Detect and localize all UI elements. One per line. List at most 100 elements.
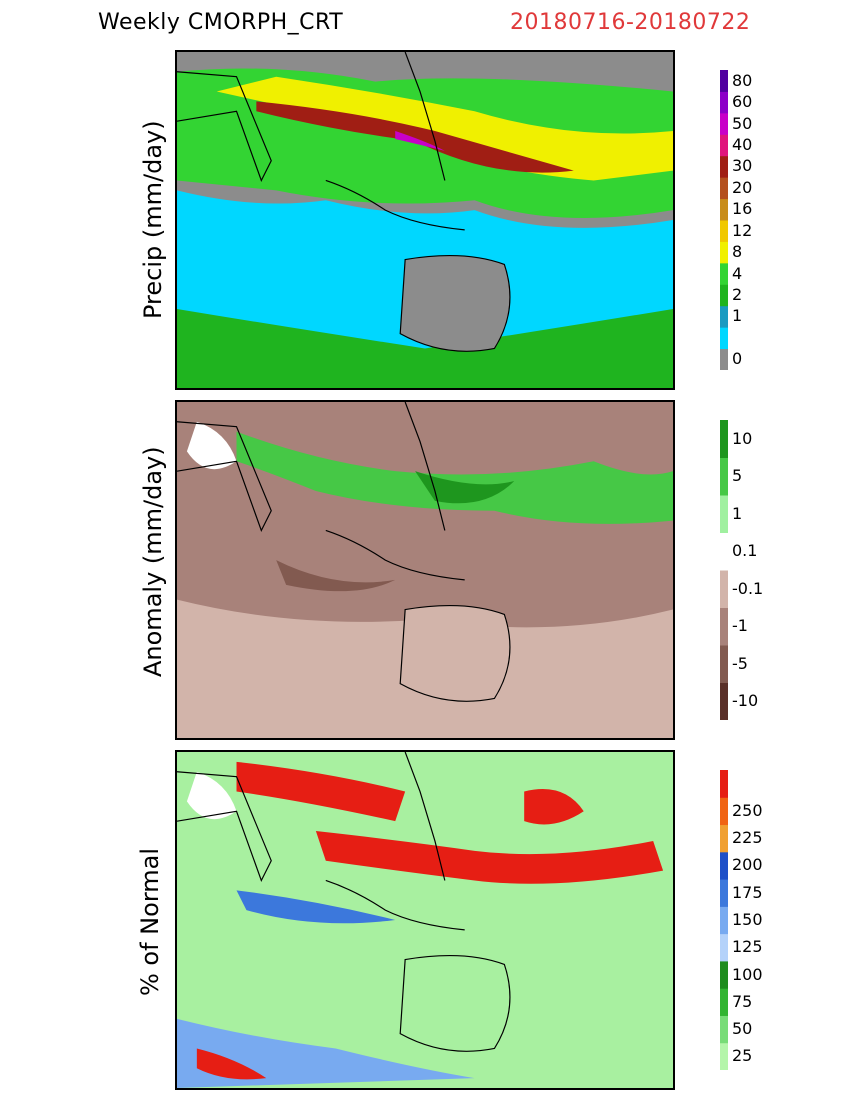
colorbar-bin (720, 1042, 728, 1070)
colorbar-bin (720, 112, 728, 135)
anomaly-colorbar (720, 420, 728, 720)
percent-coastline-asia (404, 752, 446, 881)
colorbar-tick-label: 8 (732, 242, 743, 262)
percent-australia (399, 955, 511, 1052)
colorbar-tick-label: 50 (732, 113, 753, 133)
precip-map (175, 50, 675, 390)
colorbar-tick-label: 1 (732, 503, 743, 523)
colorbar-bin (720, 960, 728, 989)
colorbar-bin (720, 198, 728, 221)
anomaly-neutral-region (186, 421, 237, 470)
colorbar-tick-label: 0 (732, 349, 743, 369)
colorbar-bin (720, 851, 728, 880)
anomaly-australia (399, 605, 511, 702)
colorbar-bin (720, 305, 728, 328)
figure-title: Weekly CMORPH_CRT (98, 10, 344, 35)
precip-coastline-india (177, 71, 272, 182)
colorbar-tick-label: 16 (732, 199, 753, 219)
colorbar-tick-label: 250 (732, 800, 763, 820)
colorbar-bin (720, 327, 728, 350)
percent-high-north (236, 761, 406, 822)
colorbar-tick-label: 125 (732, 937, 763, 957)
colorbar-bin (720, 495, 728, 533)
colorbar-tick-label: 175 (732, 882, 763, 902)
anomaly-map (175, 400, 675, 740)
colorbar-tick-label: 5 (732, 466, 743, 486)
precip-coastline-asia (404, 52, 446, 181)
colorbar-bin (720, 879, 728, 907)
colorbar-bin (720, 241, 728, 264)
anomaly-coastline-asia (404, 402, 446, 531)
colorbar-bin (720, 91, 728, 114)
colorbar-bin (720, 134, 728, 157)
percent-high-pacific (524, 789, 584, 825)
colorbar-tick-label: 40 (732, 135, 753, 154)
colorbar-tick-label: 20 (732, 177, 753, 197)
anomaly-ylabel: Anomaly (mm/day) (139, 446, 167, 677)
precip-coastline-indonesia (325, 179, 465, 231)
colorbar-bin (720, 284, 728, 307)
precip-ylabel: Precip (mm/day) (139, 120, 167, 319)
colorbar-tick-label: 200 (732, 855, 763, 875)
colorbar-tick-label: -10 (732, 691, 759, 711)
colorbar-bin (720, 607, 728, 646)
colorbar-bin (720, 570, 728, 608)
colorbar-tick-label: -0.1 (732, 578, 764, 598)
percent-no-data (186, 771, 237, 820)
colorbar-bin (720, 70, 728, 92)
colorbar-bin (720, 220, 728, 242)
colorbar-tick-label: 4 (732, 263, 743, 283)
anomaly-map-svg (177, 402, 673, 738)
colorbar-tick-label: 60 (732, 92, 753, 112)
precip-heavy-band (216, 76, 673, 181)
anomaly-coastline-india (177, 421, 272, 532)
percent-colorbar (720, 770, 728, 1070)
percent-map-svg (177, 752, 673, 1088)
anomaly-strong-positive (415, 471, 515, 504)
percent-southern-red (196, 1048, 267, 1080)
colorbar-tick-label: -1 (732, 616, 748, 636)
colorbar-tick-label: 150 (732, 910, 763, 929)
colorbar-bin (720, 1015, 728, 1044)
anomaly-positive-band (236, 431, 673, 524)
anomaly-strong-negative (276, 560, 396, 592)
percent-high-band (315, 831, 664, 884)
colorbar-bin (720, 348, 728, 370)
colorbar-tick-label: 25 (732, 1046, 753, 1066)
colorbar-tick-label: 0.1 (732, 541, 758, 561)
colorbar-bin (720, 645, 728, 683)
colorbar-bin (720, 457, 728, 496)
precip-australia (399, 255, 511, 352)
colorbar-bin (720, 933, 728, 962)
colorbar-tick-label: 1 (732, 306, 743, 326)
precip-extreme-spot (395, 131, 445, 151)
precip-map-svg (177, 52, 673, 388)
colorbar-tick-label: 2 (732, 285, 743, 304)
colorbar-tick-label: 75 (732, 991, 753, 1011)
anomaly-colorbar-svg (720, 420, 728, 720)
colorbar-tick-label: 12 (732, 220, 753, 240)
colorbar-tick-label: 225 (732, 828, 763, 848)
colorbar-tick-label: 80 (732, 70, 753, 90)
precip-core-band (256, 101, 574, 173)
colorbar-bin (720, 177, 728, 200)
percent-ylabel: % of Normal (136, 847, 164, 997)
percent-colorbar-svg (720, 770, 728, 1070)
percent-above-normal (236, 890, 396, 924)
percent-coastline-indonesia (325, 879, 465, 931)
percent-coastline-india (177, 771, 272, 882)
colorbar-bin (720, 262, 728, 285)
precip-colorbar-svg (720, 70, 728, 370)
colorbar-tick-label: -5 (732, 653, 748, 673)
date-range-label: 20180716-20180722 (510, 10, 751, 35)
colorbar-bin (720, 532, 728, 571)
anomaly-coastline-indonesia (325, 529, 465, 581)
percent-map (175, 750, 675, 1090)
precip-southern-band (177, 308, 673, 388)
colorbar-tick-label: 10 (732, 428, 753, 448)
colorbar-bin (720, 420, 728, 458)
colorbar-bin (720, 824, 728, 853)
colorbar-bin (720, 797, 728, 826)
colorbar-bin (720, 155, 728, 178)
precip-colorbar (720, 70, 728, 370)
